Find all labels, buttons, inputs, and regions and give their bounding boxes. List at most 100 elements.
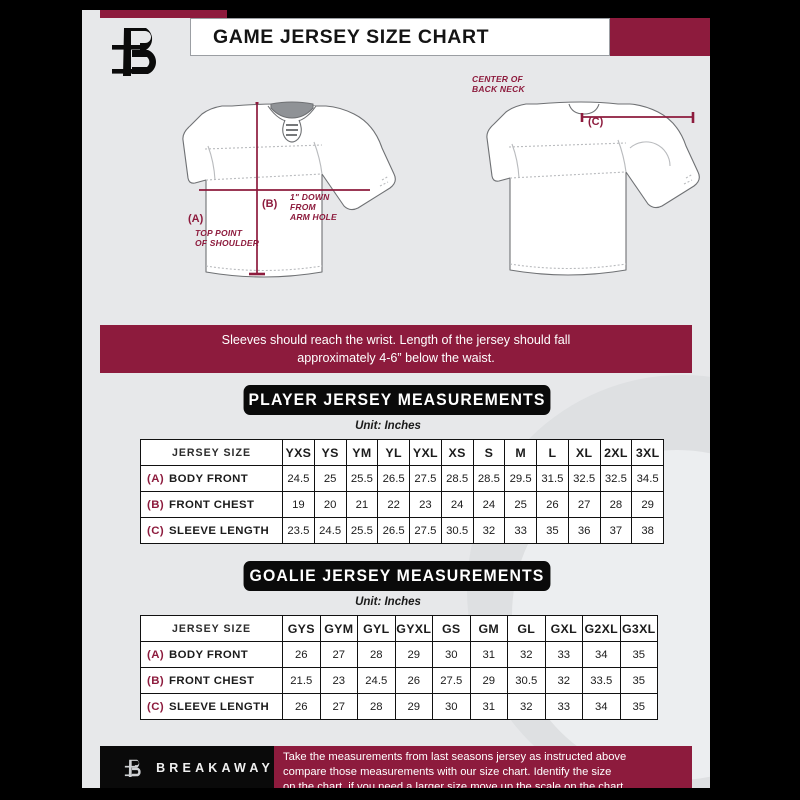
measurement-cell: 27 <box>319 641 358 668</box>
measurement-cell: 32.5 <box>599 465 633 492</box>
goalie-row-label: (B) FRONT CHEST <box>140 667 283 694</box>
annotation-letter-b: (B) <box>262 198 278 210</box>
measurement-key: (B) <box>147 498 165 511</box>
footer-instruction-line-3: on the chart, if you need a larger size … <box>283 780 624 788</box>
goalie-size-header-gym: GYM <box>319 615 358 642</box>
fit-note-line-2: approximately 4-6” below the waist. <box>297 351 495 365</box>
measurement-cell: 30.5 <box>440 517 474 544</box>
goalie-row-label: (C) SLEEVE LENGTH <box>140 693 283 720</box>
measurement-cell: 32 <box>544 667 583 694</box>
goalie-size-header-gm: GM <box>469 615 508 642</box>
goalie-section-heading: GOALIE JERSEY MEASUREMENTS <box>243 561 551 591</box>
player-measurements-table: JERSEY SIZE YXS YS YM YL YXL XS S M L XL 2XL 3XL (A)… <box>140 439 664 544</box>
measurement-cell: 28.5 <box>440 465 474 492</box>
goalie-size-header-gyl: GYL <box>357 615 396 642</box>
player-size-header-m: M <box>504 439 537 466</box>
page-title: GAME JERSEY SIZE CHART <box>213 25 490 48</box>
measurement-cell: 21 <box>345 491 379 518</box>
goalie-size-header-gys: GYS <box>282 615 321 642</box>
measurement-cell: 20 <box>313 491 347 518</box>
table-row: (A) BODY FRONT 26 27 28 29 30 31 32 33 34 35 <box>140 641 658 668</box>
measurement-cell: 31 <box>469 693 508 720</box>
annotation-arm-hole: 1" DOWN FROM ARM HOLE <box>290 192 337 223</box>
annotation-letter-c: (C) <box>588 116 604 128</box>
measurement-cell: 28.5 <box>472 465 506 492</box>
goalie-size-header-gyxl: GYXL <box>394 615 433 642</box>
measurement-cell: 29 <box>394 641 433 668</box>
measurement-cell: 33 <box>504 517 537 544</box>
measurement-cell: 27 <box>567 491 601 518</box>
goalie-unit-label: Unit: Inches <box>355 596 421 608</box>
header-accent-bar-left <box>100 10 245 18</box>
player-row-label: (A) BODY FRONT <box>140 465 283 492</box>
table-header-row: JERSEY SIZE YXS YS YM YL YXL XS S M L XL 2XL 3XL <box>140 439 664 466</box>
page-footer: BREAKAWAY Take the measurements from las… <box>100 746 692 788</box>
player-size-header-yl: YL <box>377 439 410 466</box>
measurement-cell: 24.5 <box>313 517 347 544</box>
measurement-cell: 26 <box>536 491 569 518</box>
table-row: (C) SLEEVE LENGTH 23.5 24.5 25.5 26.5 27.5 30.5… <box>140 517 664 544</box>
measurement-cell: 23.5 <box>282 517 315 544</box>
table-row: (B) FRONT CHEST 21.5 23 24.5 26 27.5 29 30.5 32 33… <box>140 667 658 694</box>
player-size-header-xs: XS <box>440 439 474 466</box>
player-size-header-xl: XL <box>567 439 601 466</box>
measurement-cell: 28 <box>599 491 633 518</box>
measurement-cell: 27.5 <box>409 517 442 544</box>
table-row: (B) FRONT CHEST 19 20 21 22 23 24 24 25 26 27 28 29 <box>140 491 664 518</box>
measurement-key: (A) <box>147 648 165 661</box>
player-size-label: JERSEY SIZE <box>140 439 283 466</box>
table-row: (A) BODY FRONT 24.5 25 25.5 26.5 27.5 28.5 28.5 2… <box>140 465 664 492</box>
measurement-cell: 30 <box>432 693 471 720</box>
measurement-cell: 26 <box>282 693 321 720</box>
footer-instruction-line-1: Take the measurements from last seasons … <box>283 751 627 763</box>
goalie-measurements-table: JERSEY SIZE GYS GYM GYL GYXL GS GM GL GXL G2XL G3X… <box>140 615 658 720</box>
measurement-cell: 23 <box>409 491 442 518</box>
fit-note-banner: Sleeves should reach the wrist. Length o… <box>100 325 692 373</box>
footer-brand-name: BREAKAWAY <box>156 761 274 775</box>
measurement-cell: 35 <box>619 693 658 720</box>
player-size-header-2xl: 2XL <box>599 439 633 466</box>
measurement-cell: 32 <box>507 693 546 720</box>
annotation-center-back-neck: CENTER OF BACK NECK <box>472 74 525 95</box>
measurement-cell: 35 <box>536 517 569 544</box>
measurement-cell: 29 <box>631 491 664 518</box>
measurement-cell: 24.5 <box>357 667 396 694</box>
measurement-key: (C) <box>147 524 165 537</box>
measurement-key: (A) <box>147 472 165 485</box>
goalie-size-label: JERSEY SIZE <box>140 615 283 642</box>
measurement-cell: 32 <box>472 517 506 544</box>
measurement-cell: 29 <box>469 667 508 694</box>
table-row: (C) SLEEVE LENGTH 26 27 28 29 30 31 32 33 34 35 <box>140 693 658 720</box>
annotation-letter-a: (A) <box>188 213 204 225</box>
measurement-cell: 26 <box>282 641 321 668</box>
measurement-cell: 26.5 <box>377 465 410 492</box>
measurement-cell: 33.5 <box>582 667 621 694</box>
measurement-cell: 26.5 <box>377 517 410 544</box>
measurement-cell: 27.5 <box>409 465 442 492</box>
jersey-illustrations: CENTER OF BACK NECK 1" DOWN FROM ARM HOLE T… <box>82 56 710 322</box>
measurement-cell: 32.5 <box>567 465 601 492</box>
measurement-cell: 25 <box>504 491 537 518</box>
goalie-size-header-gxl: GXL <box>544 615 583 642</box>
player-row-label: (B) FRONT CHEST <box>140 491 283 518</box>
fit-note-line-1: Sleeves should reach the wrist. Length o… <box>221 332 571 347</box>
measurement-cell: 34.5 <box>631 465 664 492</box>
page-title-box: GAME JERSEY SIZE CHART <box>190 18 610 56</box>
measurement-cell: 31 <box>469 641 508 668</box>
jersey-diagram-svg <box>182 101 700 278</box>
player-unit-label: Unit: Inches <box>355 420 421 432</box>
player-size-header-s: S <box>472 439 506 466</box>
measurement-cell: 34 <box>582 641 621 668</box>
measurement-cell: 28 <box>357 641 396 668</box>
measurement-cell: 37 <box>599 517 633 544</box>
measurement-cell: 28 <box>357 693 396 720</box>
goalie-size-header-g3xl: G3XL <box>619 615 658 642</box>
page-header: GAME JERSEY SIZE CHART <box>82 10 710 76</box>
goalie-row-label: (A) BODY FRONT <box>140 641 283 668</box>
player-section-heading: PLAYER JERSEY MEASUREMENTS <box>243 385 551 415</box>
goalie-size-header-gs: GS <box>432 615 471 642</box>
player-size-header-yxs: YXS <box>282 439 315 466</box>
measurement-cell: 33 <box>544 693 583 720</box>
measurement-cell: 27 <box>319 693 358 720</box>
size-chart-page: GAME JERSEY SIZE CHART <box>82 10 710 788</box>
